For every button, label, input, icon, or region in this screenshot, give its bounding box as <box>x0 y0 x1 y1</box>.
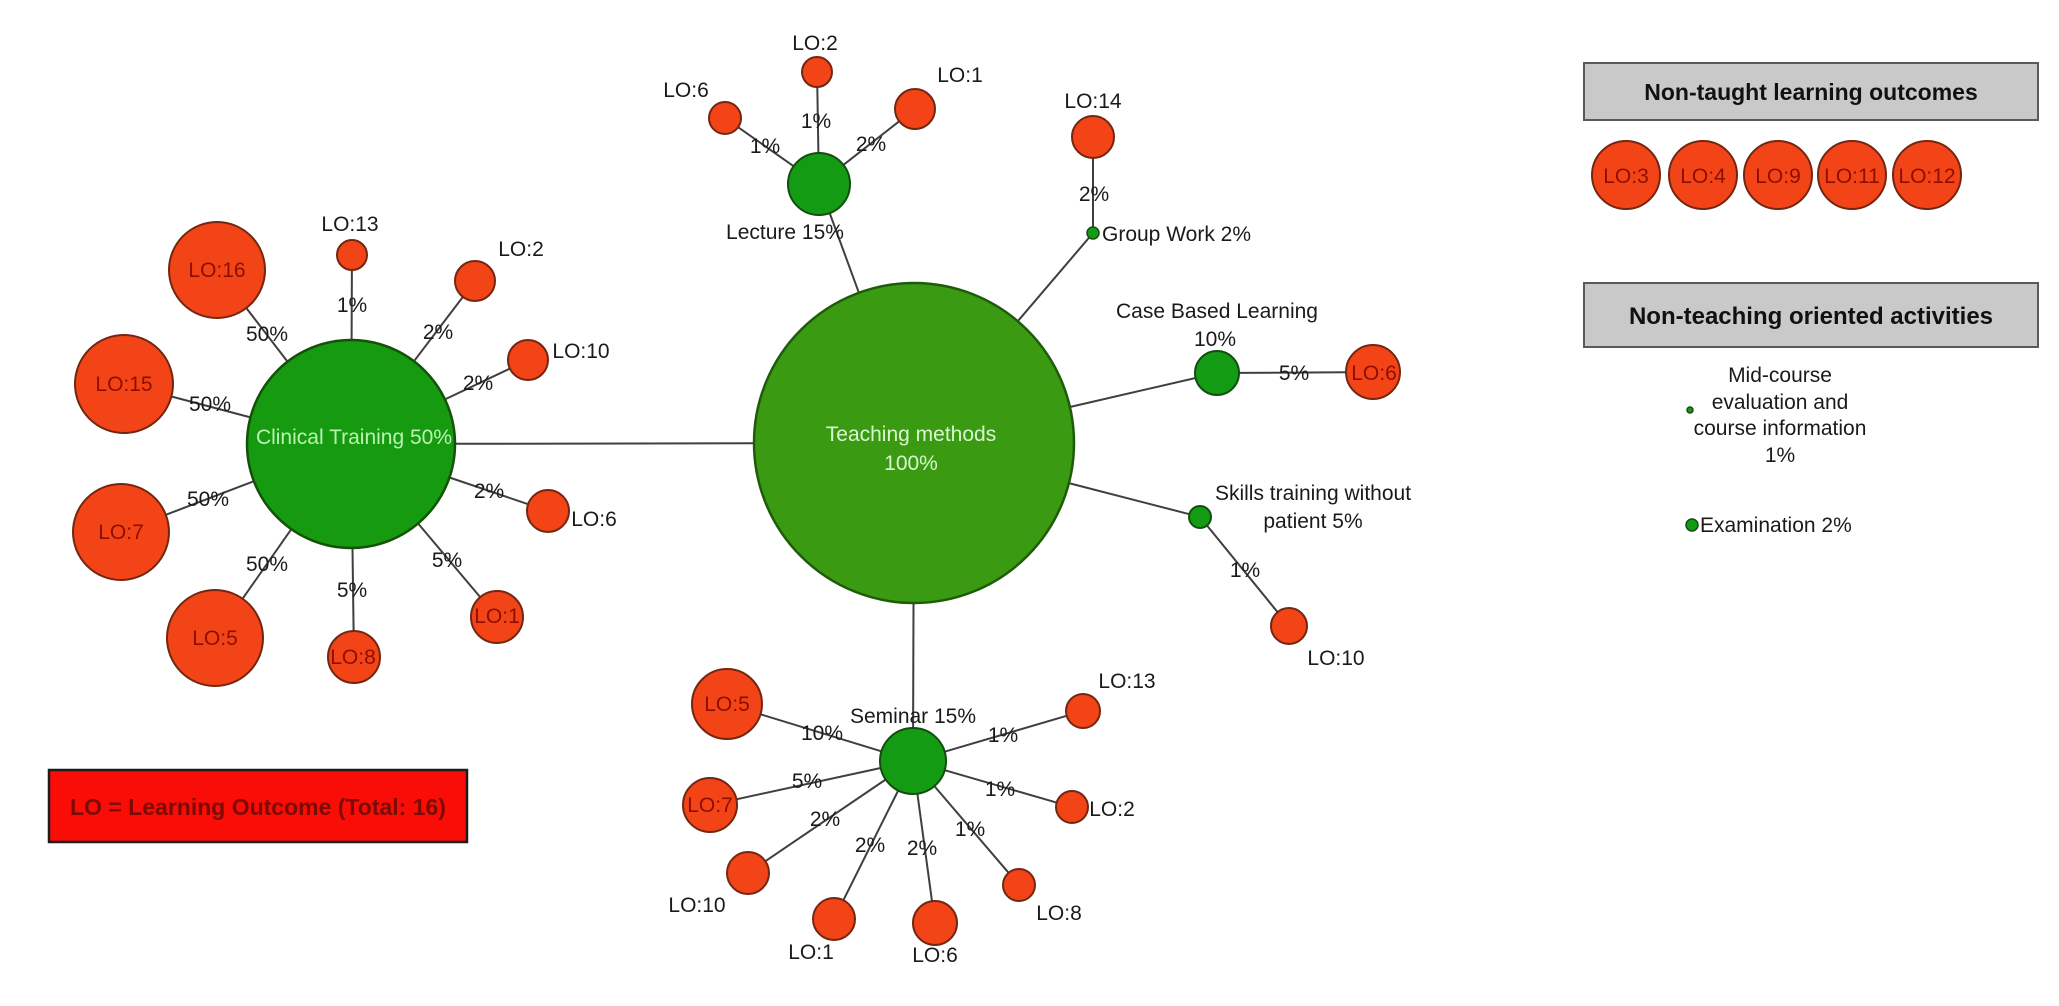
svg-text:Group Work 2%: Group Work 2% <box>1102 223 1251 246</box>
svg-text:Skills training without: Skills training without <box>1215 482 1411 505</box>
svg-text:2%: 2% <box>855 834 885 857</box>
svg-text:LO:10: LO:10 <box>1307 647 1364 670</box>
svg-text:1%: 1% <box>985 778 1015 801</box>
svg-text:LO:6: LO:6 <box>663 79 709 102</box>
svg-text:50%: 50% <box>187 488 229 511</box>
svg-text:LO:6: LO:6 <box>912 944 958 967</box>
svg-text:evaluation and: evaluation and <box>1712 391 1849 414</box>
svg-text:1%: 1% <box>1230 559 1260 582</box>
svg-text:Seminar 15%: Seminar 15% <box>850 705 976 728</box>
svg-text:LO:7: LO:7 <box>98 521 144 544</box>
svg-text:LO:6: LO:6 <box>571 508 617 531</box>
svg-text:LO:2: LO:2 <box>498 238 544 261</box>
svg-text:LO:3: LO:3 <box>1603 165 1649 188</box>
svg-text:100%: 100% <box>884 452 938 475</box>
svg-text:LO:15: LO:15 <box>95 373 152 396</box>
svg-text:1%: 1% <box>955 818 985 841</box>
svg-text:LO:10: LO:10 <box>668 894 725 917</box>
svg-text:LO:5: LO:5 <box>704 693 750 716</box>
svg-text:LO:5: LO:5 <box>192 627 238 650</box>
svg-text:5%: 5% <box>432 549 462 572</box>
svg-text:LO:13: LO:13 <box>321 213 378 236</box>
svg-text:1%: 1% <box>801 110 831 133</box>
svg-text:LO:10: LO:10 <box>552 340 609 363</box>
svg-text:2%: 2% <box>423 321 453 344</box>
svg-text:10%: 10% <box>1194 328 1236 351</box>
svg-text:50%: 50% <box>189 393 231 416</box>
svg-text:Lecture 15%: Lecture 15% <box>726 221 844 244</box>
svg-text:2%: 2% <box>856 133 886 156</box>
svg-text:LO:1: LO:1 <box>474 605 520 628</box>
svg-text:2%: 2% <box>463 372 493 395</box>
svg-text:LO:11: LO:11 <box>1824 165 1880 188</box>
svg-text:2%: 2% <box>1079 183 1109 206</box>
svg-text:Non-teaching oriented activiti: Non-teaching oriented activities <box>1629 303 1993 330</box>
svg-text:course information: course information <box>1694 417 1867 440</box>
svg-text:5%: 5% <box>1279 362 1309 385</box>
svg-text:Teaching methods: Teaching methods <box>826 423 996 446</box>
svg-text:LO:7: LO:7 <box>687 794 733 817</box>
svg-text:2%: 2% <box>474 480 504 503</box>
svg-text:LO:8: LO:8 <box>1036 902 1082 925</box>
svg-text:LO:2: LO:2 <box>792 32 838 55</box>
svg-text:LO:6: LO:6 <box>1351 362 1397 385</box>
svg-text:50%: 50% <box>246 323 288 346</box>
svg-text:LO:8: LO:8 <box>330 646 376 669</box>
svg-text:LO:14: LO:14 <box>1064 90 1122 113</box>
svg-text:LO:1: LO:1 <box>937 64 983 87</box>
svg-text:LO:12: LO:12 <box>1898 165 1955 188</box>
svg-text:LO:16: LO:16 <box>188 259 245 282</box>
svg-text:1%: 1% <box>988 724 1018 747</box>
svg-text:5%: 5% <box>792 770 822 793</box>
svg-text:2%: 2% <box>907 837 937 860</box>
svg-text:LO:1: LO:1 <box>788 941 834 964</box>
svg-text:patient 5%: patient 5% <box>1263 510 1362 533</box>
svg-text:Examination 2%: Examination 2% <box>1700 514 1852 537</box>
svg-text:LO:13: LO:13 <box>1098 670 1155 693</box>
svg-text:LO:2: LO:2 <box>1089 798 1135 821</box>
svg-text:LO:9: LO:9 <box>1755 165 1801 188</box>
svg-text:LO = Learning Outcome (Total:: LO = Learning Outcome (Total: 16) <box>70 794 446 820</box>
svg-text:Non-taught learning outcomes: Non-taught learning outcomes <box>1644 79 1978 105</box>
svg-text:1%: 1% <box>750 135 780 158</box>
svg-text:10%: 10% <box>801 722 843 745</box>
svg-text:1%: 1% <box>1765 444 1795 467</box>
svg-text:LO:4: LO:4 <box>1680 165 1726 188</box>
svg-text:5%: 5% <box>337 579 367 602</box>
svg-text:Case Based Learning: Case Based Learning <box>1116 300 1318 323</box>
svg-text:50%: 50% <box>246 553 288 576</box>
svg-text:Clinical Training 50%: Clinical Training 50% <box>256 426 452 449</box>
svg-text:2%: 2% <box>810 808 840 831</box>
svg-text:Mid-course: Mid-course <box>1728 364 1832 387</box>
svg-text:1%: 1% <box>337 294 367 317</box>
